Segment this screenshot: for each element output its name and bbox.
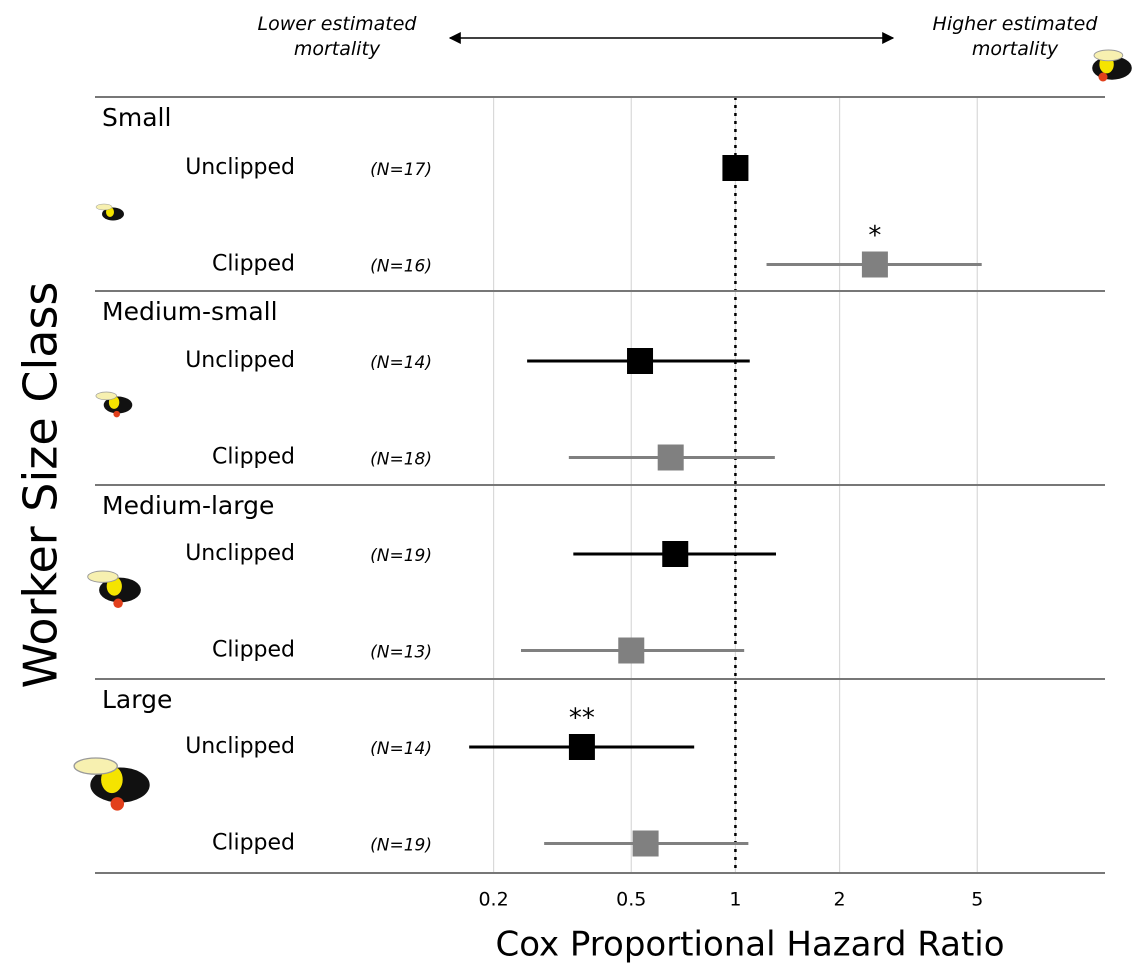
estimate-point	[633, 831, 659, 857]
estimate-point	[662, 541, 688, 567]
row-label: Clipped	[212, 445, 295, 470]
x-axis-title: Cox Proportional Hazard Ratio	[495, 925, 1004, 965]
sample-size: (N=19)	[370, 546, 432, 566]
x-tick-label: 0.2	[478, 889, 508, 911]
row-label: Clipped	[212, 638, 295, 663]
row-label: Unclipped	[185, 734, 295, 759]
estimate-point	[627, 348, 653, 374]
significance: *	[868, 221, 881, 251]
row-label: Unclipped	[185, 348, 295, 373]
left-note: Lower estimated mortality	[237, 12, 437, 62]
chart: Worker Size Class Cox Proportional Hazar…	[0, 0, 1139, 965]
estimate-point	[862, 252, 888, 278]
group-label: Large	[102, 685, 172, 714]
estimate-point	[569, 734, 595, 760]
group-label: Medium-small	[102, 297, 278, 326]
significance: **	[569, 704, 595, 734]
estimate-point	[658, 445, 684, 471]
sample-size: (N=16)	[370, 257, 432, 277]
x-tick-label: 5	[971, 889, 983, 911]
estimate-point	[722, 155, 748, 181]
x-tick-label: 0.5	[616, 889, 646, 911]
x-tick-label: 2	[834, 889, 846, 911]
sample-size: (N=18)	[370, 450, 432, 470]
page: {"chart_data": {"type": "forest", "ylabe…	[0, 0, 1139, 965]
estimate-point	[618, 638, 644, 664]
row-label: Clipped	[212, 252, 295, 277]
group-label: Small	[102, 103, 171, 132]
sample-size: (N=13)	[370, 643, 432, 663]
row-label: Unclipped	[185, 155, 295, 180]
sample-size: (N=19)	[370, 836, 432, 856]
y-axis-title: Worker Size Class	[14, 282, 68, 689]
right-note: Higher estimated mortality	[915, 12, 1115, 62]
x-tick-label: 1	[729, 889, 741, 911]
row-label: Clipped	[212, 831, 295, 856]
sample-size: (N=17)	[370, 160, 432, 180]
sample-size: (N=14)	[370, 353, 432, 373]
sample-size: (N=14)	[370, 739, 432, 759]
group-label: Medium-large	[102, 491, 274, 520]
row-label: Unclipped	[185, 541, 295, 566]
